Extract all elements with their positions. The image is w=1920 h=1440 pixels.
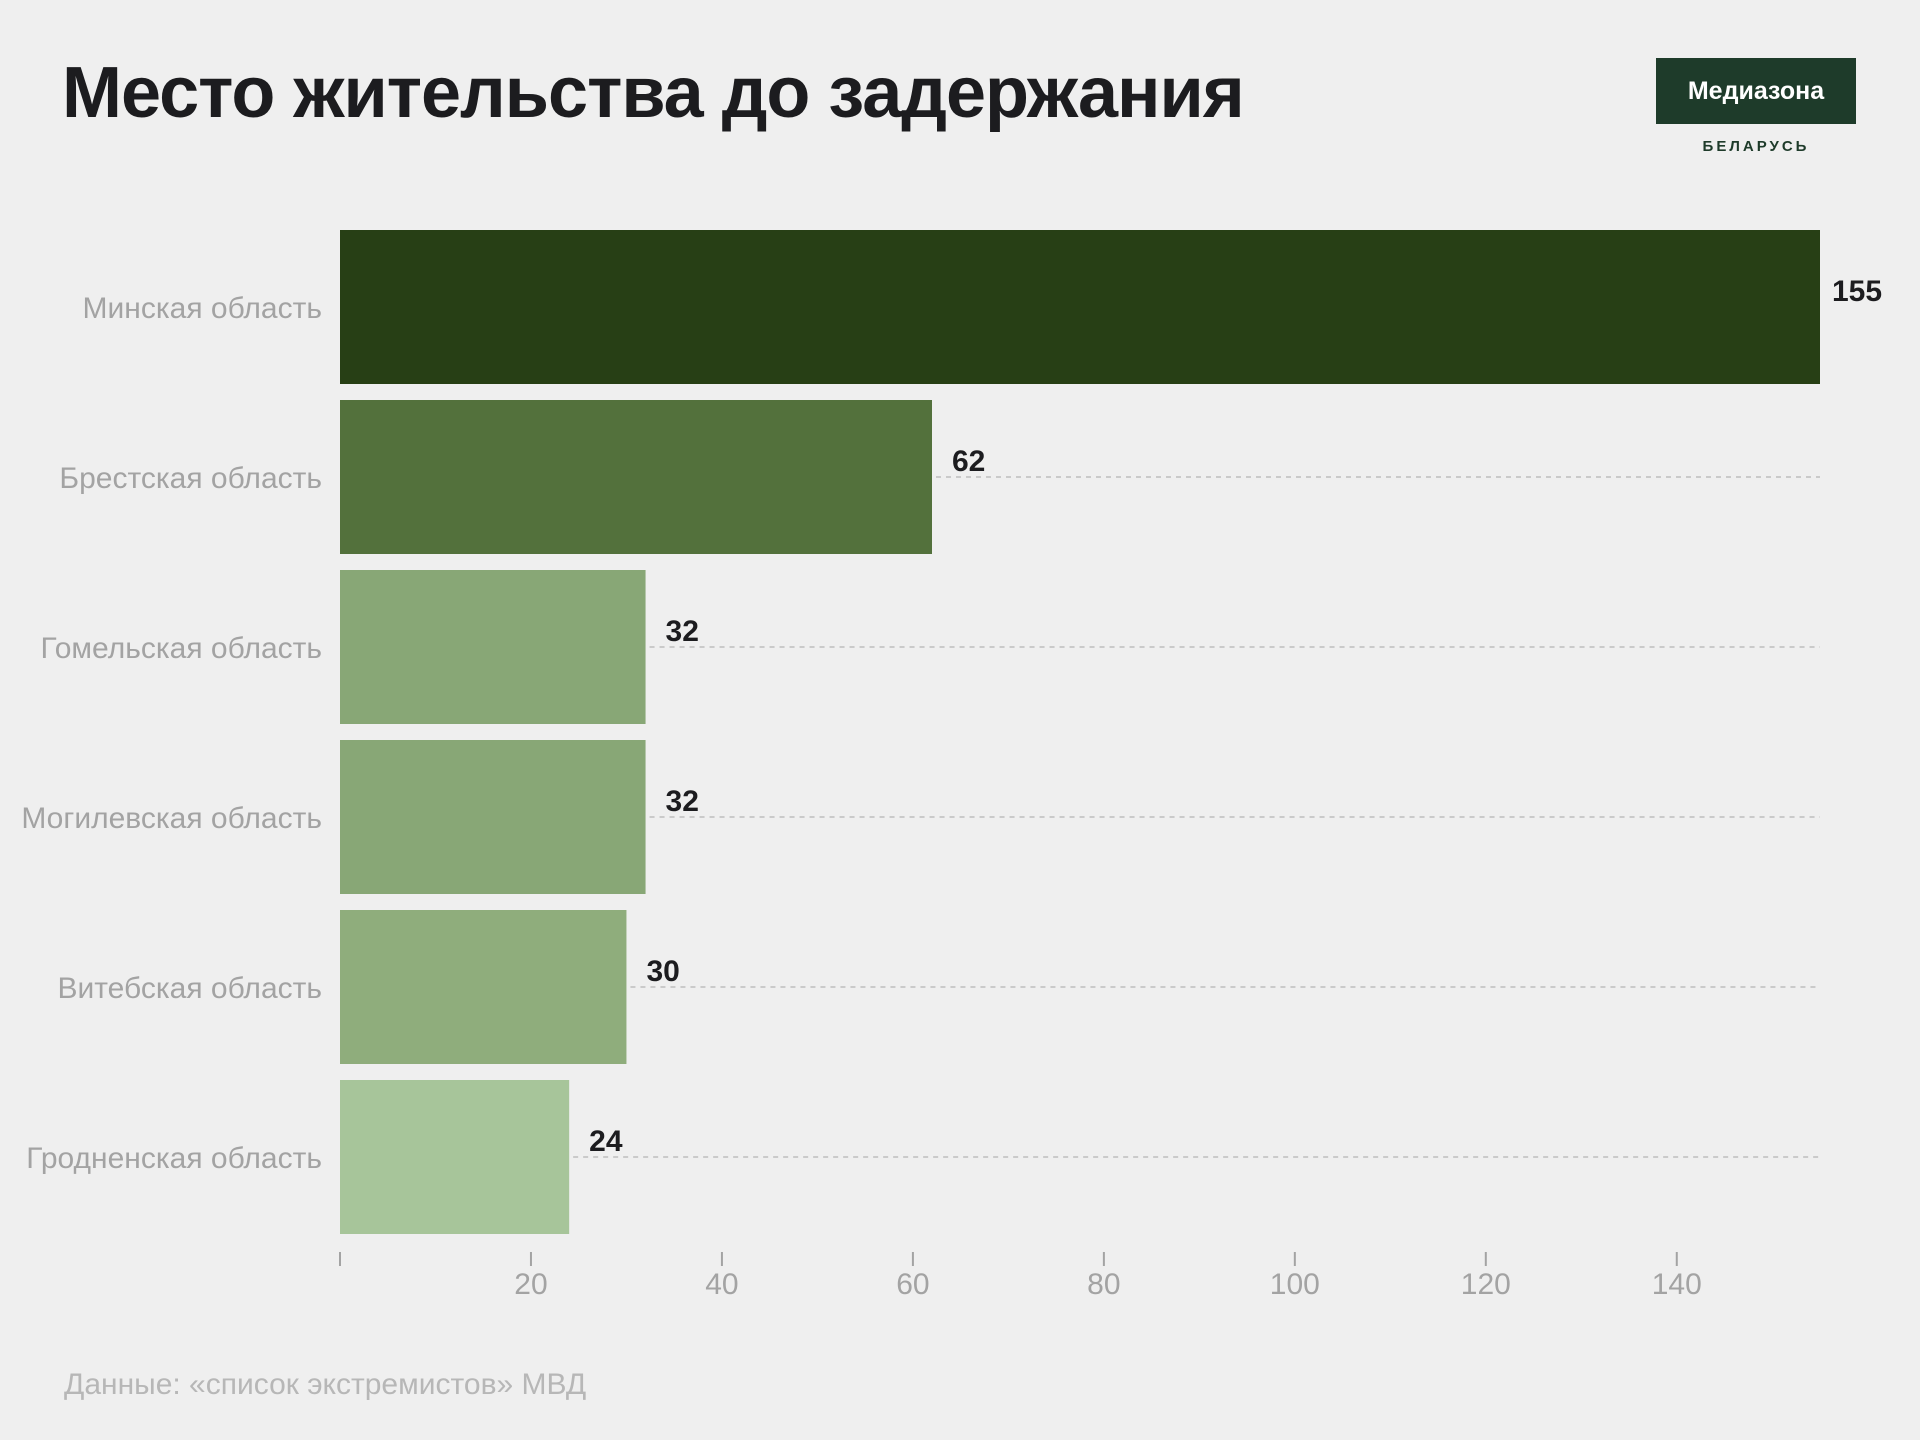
category-label: Гродненская область [26, 1142, 322, 1175]
bar [340, 400, 932, 554]
tick-label: 80 [1087, 1268, 1120, 1301]
bar [340, 230, 1820, 384]
tick-label: 40 [705, 1268, 738, 1301]
category-label: Гомельская область [41, 632, 323, 665]
category-label: Могилевская область [21, 802, 322, 835]
bar [340, 1080, 570, 1234]
value-label: 24 [589, 1125, 623, 1158]
bar [340, 910, 627, 1064]
tick-label: 140 [1652, 1268, 1702, 1301]
value-label: 62 [952, 445, 985, 478]
tick-label: 60 [896, 1268, 929, 1301]
value-label: 155 [1832, 275, 1882, 308]
bar [340, 570, 646, 724]
source-note: Данные: «список экстремистов» МВД [64, 1368, 587, 1401]
category-label: Витебская область [58, 972, 323, 1005]
tick-label: 120 [1461, 1268, 1511, 1301]
tick-label: 100 [1270, 1268, 1320, 1301]
logo: Медиазона [1656, 58, 1856, 124]
value-label: 32 [666, 785, 699, 818]
category-label: Брестская область [59, 462, 322, 495]
value-label: 32 [666, 615, 699, 648]
bar [340, 740, 646, 894]
logo-text: Медиазона [1687, 76, 1825, 105]
category-label: Минская область [83, 292, 322, 325]
page-title: Место жительства до задержания [62, 53, 1245, 133]
value-label: 30 [646, 955, 679, 988]
tick-label: 20 [514, 1268, 547, 1301]
logo-subtitle: БЕЛАРУСЬ [1702, 138, 1810, 155]
